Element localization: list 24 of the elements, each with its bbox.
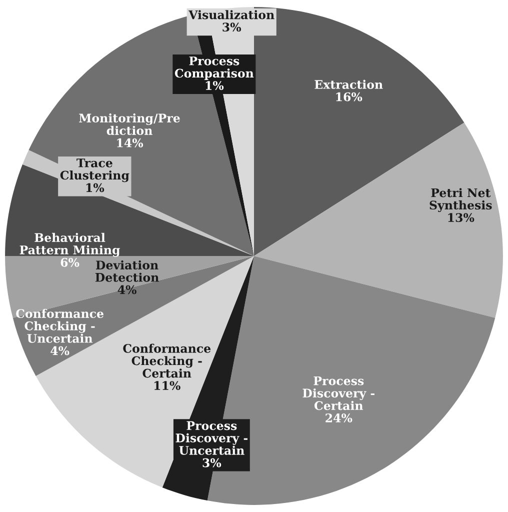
data-label: 16% [336, 92, 362, 102]
data-label: 3% [202, 458, 222, 468]
slice-label: Conformance Checking - Certain [123, 344, 211, 378]
data-label: 14% [117, 138, 144, 148]
data-label: 4% [50, 346, 70, 356]
slice-label: Behavioral Pattern Mining [20, 232, 120, 257]
slice-label: Monitoring/Pre diction [79, 113, 180, 136]
data-label: 6% [60, 258, 80, 267]
data-label: 1% [86, 183, 104, 192]
slice-label: Extraction [314, 80, 383, 89]
data-label: 13% [448, 213, 474, 222]
slice-label: Visualization [188, 10, 274, 20]
slice-label: Deviation Detection [95, 260, 159, 282]
slice-label: Petri Net Synthesis [430, 188, 492, 212]
data-label: 4% [118, 285, 136, 294]
slice-label: Conformance Checking - Uncertain [16, 308, 104, 343]
slice-label: Process Discovery - Certain [302, 376, 374, 410]
slice-label: Process Discovery - Uncertain [176, 421, 248, 455]
data-label: 11% [154, 381, 180, 390]
data-label: 24% [326, 413, 352, 422]
data-label: 1% [206, 81, 224, 90]
data-label: 3% [222, 22, 242, 32]
slice-label: Process Comparison [174, 56, 254, 80]
slice-label: Trace Clustering [60, 158, 130, 182]
